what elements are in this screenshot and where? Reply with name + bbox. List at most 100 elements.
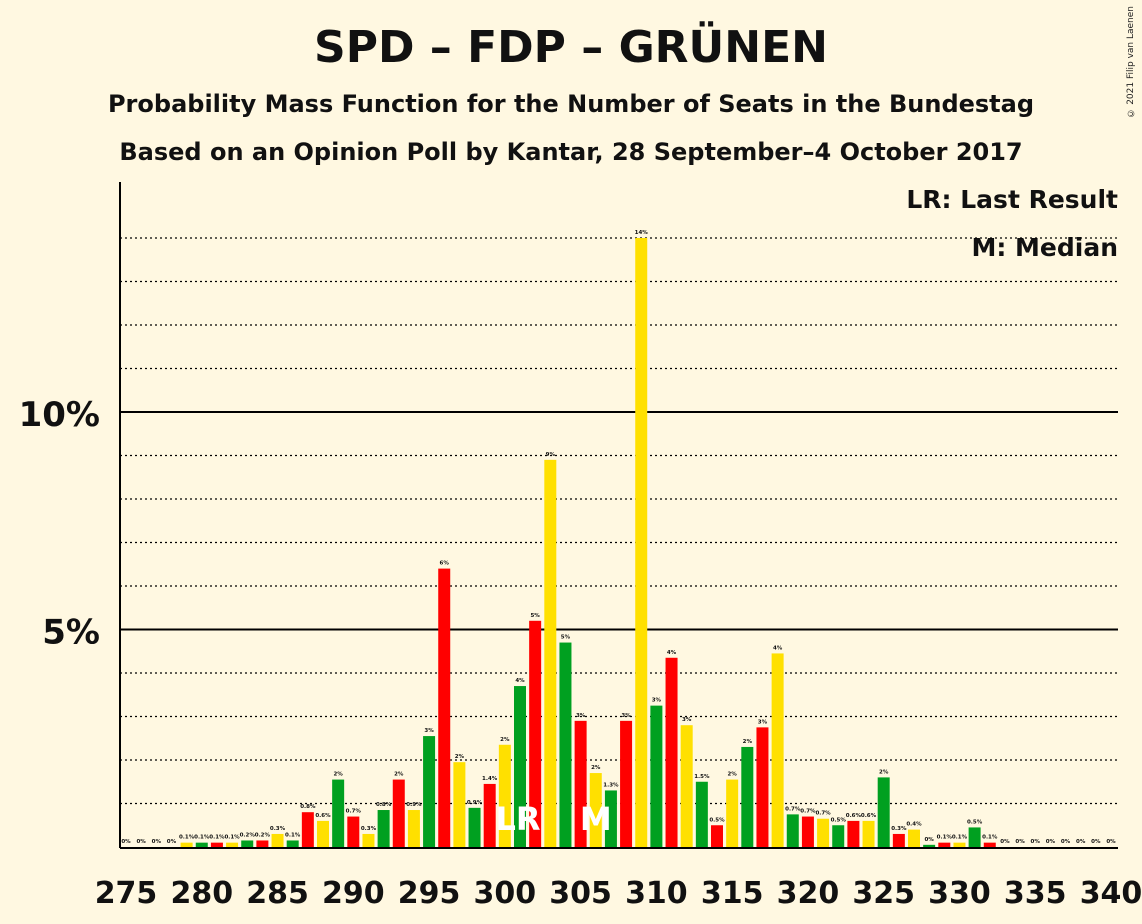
bar-seat-328 <box>923 844 936 847</box>
bar-data-label: 0.7% <box>346 809 362 815</box>
bar-data-label: 0% <box>924 837 934 843</box>
bar-data-label: 3% <box>424 728 434 734</box>
bar-data-label: 0.3% <box>891 826 907 832</box>
bar-data-label: 0.1% <box>285 832 301 838</box>
bar-seat-329 <box>938 842 951 847</box>
x-tick-label: 290 <box>322 876 385 911</box>
bar-seat-282 <box>226 842 239 847</box>
chart-subtitle-poll: Based on an Opinion Poll by Kantar, 28 S… <box>119 138 1023 166</box>
bar-data-label: 0.7% <box>800 809 816 815</box>
bar-data-label: 3% <box>682 717 692 723</box>
bar-seat-293 <box>392 779 405 847</box>
bar-data-label: 0.6% <box>861 813 877 819</box>
bar-seat-309 <box>635 238 648 847</box>
bar-seat-330 <box>953 842 966 847</box>
bar-data-label: 0.3% <box>361 826 377 832</box>
x-tick-label: 310 <box>625 876 688 911</box>
bar-seat-306 <box>589 773 602 847</box>
y-tick-label: 5% <box>42 613 100 653</box>
x-tick-label: 285 <box>246 876 309 911</box>
bar-data-label: 0% <box>1031 839 1041 845</box>
bar-data-label: 1.5% <box>694 774 710 780</box>
bar-seat-283 <box>241 840 254 847</box>
bar-seat-321 <box>817 818 830 847</box>
bar-data-label: 0% <box>136 839 146 845</box>
bar-data-label: 2% <box>500 737 510 743</box>
bar-data-label: 0.1% <box>952 835 968 841</box>
bar-seat-295 <box>423 736 436 847</box>
bar-data-label: 5% <box>561 635 571 641</box>
bar-seat-287 <box>301 812 314 847</box>
bar-data-label: 2% <box>879 769 889 775</box>
bar-seat-322 <box>832 825 845 847</box>
bar-data-label: 0% <box>1076 839 1086 845</box>
bar-data-label: 0.9% <box>467 800 483 806</box>
bar-data-label: 9% <box>546 452 556 458</box>
bar-seat-298 <box>468 807 481 847</box>
bar-seat-292 <box>377 810 390 847</box>
bar-data-label: 0.1% <box>224 835 240 841</box>
bar-data-label: 3% <box>758 719 768 725</box>
bar-data-label: 0.2% <box>240 832 256 838</box>
bar-data-label: 1.4% <box>482 776 498 782</box>
bar-seat-317 <box>756 727 769 847</box>
bar-seat-312 <box>680 725 693 847</box>
bar-data-label: 0.1% <box>982 835 998 841</box>
bar-seat-291 <box>362 833 375 847</box>
bar-seat-320 <box>801 816 814 847</box>
bar-seat-305 <box>574 720 587 847</box>
median-marker: M <box>580 800 612 838</box>
bar-data-label: 2% <box>591 765 601 771</box>
bar-data-label: 0.7% <box>785 806 801 812</box>
bar-seat-308 <box>620 720 633 847</box>
bar-data-label: 2% <box>333 772 343 778</box>
bar-data-label: 0% <box>1091 839 1101 845</box>
bar-seat-319 <box>786 814 799 847</box>
x-tick-label: 295 <box>398 876 461 911</box>
last-result-marker: LR <box>495 800 540 838</box>
chart-subtitle: Probability Mass Function for the Number… <box>107 90 1035 118</box>
bar-seat-288 <box>317 820 329 847</box>
x-tick-label: 300 <box>474 876 537 911</box>
bar-seat-313 <box>695 781 708 847</box>
bar-seat-299 <box>483 783 496 847</box>
bar-seat-311 <box>665 657 678 847</box>
bar-data-label: 0.9% <box>406 802 422 808</box>
bar-data-label: 0.6% <box>846 813 862 819</box>
bar-data-label: 0.2% <box>255 832 271 838</box>
bar-data-label: 0.8% <box>300 804 316 810</box>
bar-seat-314 <box>711 825 723 847</box>
bar-data-label: 3% <box>576 713 586 719</box>
bar-seat-300 <box>498 744 511 847</box>
x-tick-label: 305 <box>549 876 612 911</box>
bar-seat-326 <box>892 833 905 847</box>
y-tick-label: 10% <box>19 395 100 435</box>
bar-data-label: 4% <box>515 678 525 684</box>
bar-data-label: 3% <box>621 713 631 719</box>
bar-seat-316 <box>741 746 754 847</box>
bar-data-label: 0% <box>167 839 177 845</box>
bar-seat-304 <box>559 642 572 847</box>
bar-data-label: 0% <box>1061 839 1071 845</box>
bar-data-label: 0.3% <box>270 826 286 832</box>
bar-seat-290 <box>347 816 360 847</box>
bar-seat-302 <box>529 620 542 847</box>
x-tick-label: 330 <box>928 876 991 911</box>
bar-data-label: 14% <box>635 230 649 236</box>
bar-data-label: 4% <box>667 650 677 656</box>
chart-title: SPD – FDP – GRÜNEN <box>314 22 828 73</box>
bar-data-label: 0.1% <box>937 835 953 841</box>
bar-data-label: 0.5% <box>831 817 847 823</box>
bar-seat-284 <box>256 840 269 847</box>
bar-data-label: 0% <box>152 839 162 845</box>
bar-seat-324 <box>862 820 875 847</box>
bar-data-label: 0% <box>121 839 131 845</box>
bar-data-label: 0% <box>1000 839 1010 845</box>
bar-data-label: 2% <box>727 772 737 778</box>
x-tick-label: 325 <box>852 876 915 911</box>
bar-seat-297 <box>453 762 466 847</box>
bar-seat-332 <box>983 842 996 847</box>
bar-data-label: 0.8% <box>376 802 392 808</box>
bar-seat-331 <box>968 827 981 847</box>
